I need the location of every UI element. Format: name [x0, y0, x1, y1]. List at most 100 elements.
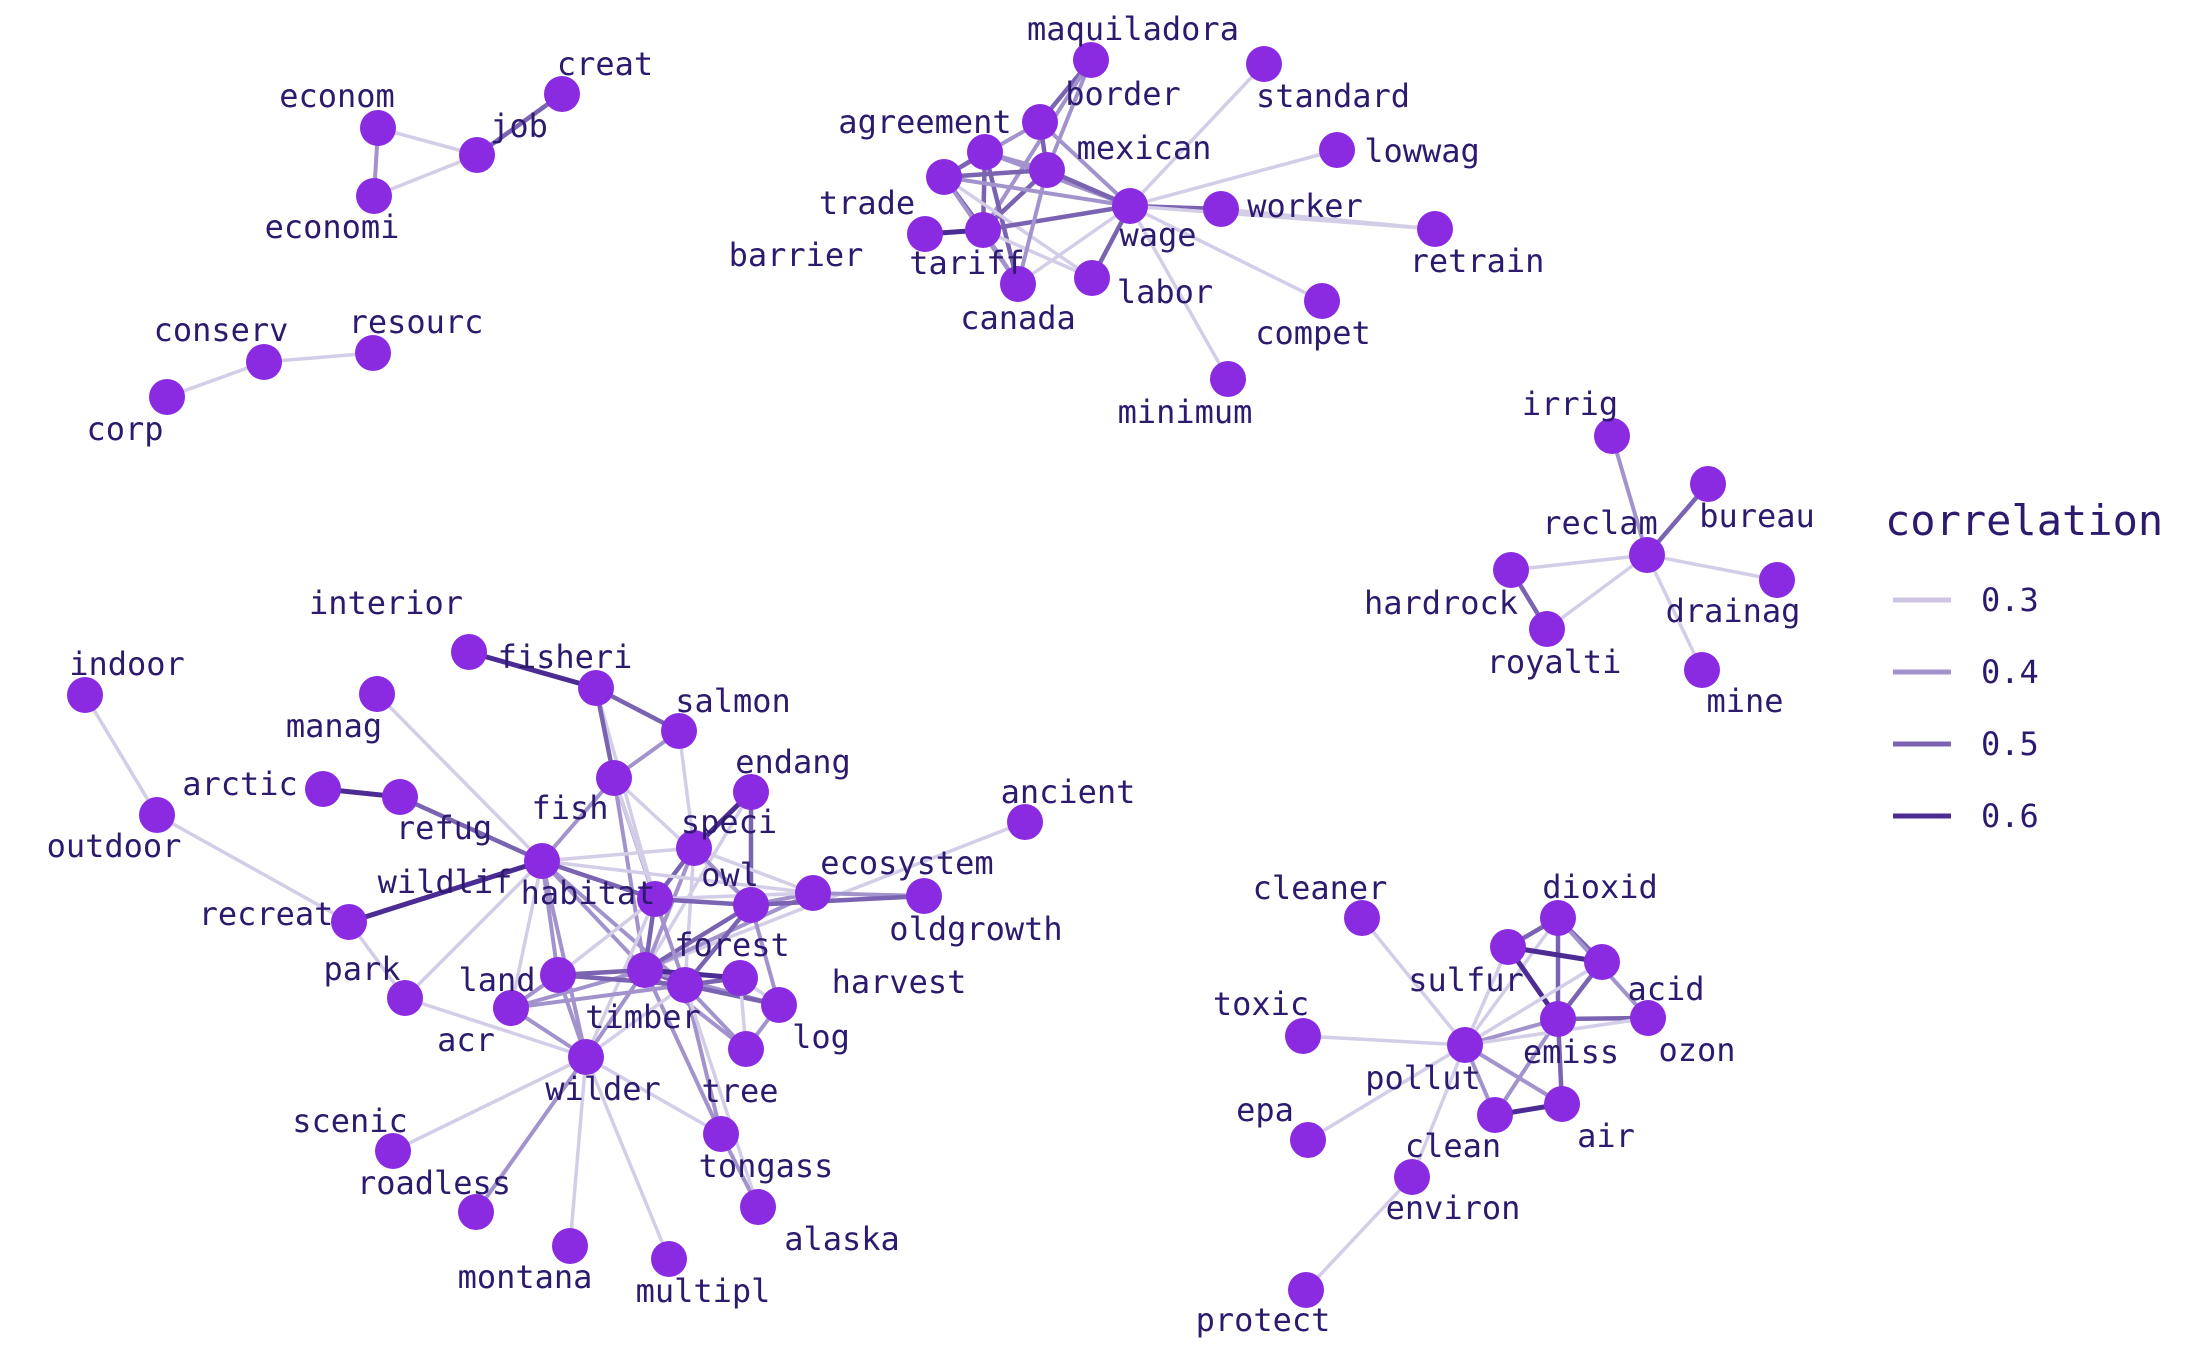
edge-wilder-scenic [391, 1055, 588, 1153]
node-label-owl: owl [701, 856, 759, 894]
node-label-royalti: royalti [1487, 643, 1622, 681]
node-trade [926, 159, 962, 195]
node-mexican [1029, 152, 1065, 188]
node-forest [627, 952, 663, 988]
node-cleaner [1344, 900, 1380, 936]
node-label-air: air [1577, 1117, 1635, 1155]
node-label-recreat: recreat [199, 895, 334, 933]
node-royalti [1529, 611, 1565, 647]
node-tariff [965, 212, 1001, 248]
node-label-epa: epa [1236, 1091, 1294, 1129]
edge-cleaner-pollut [1360, 916, 1467, 1047]
edge-maquiladora-mexican [1045, 58, 1093, 172]
edge-recreat-wildlif [346, 858, 545, 925]
edge-dioxid-pollut [1463, 916, 1560, 1047]
node-label-tongass: tongass [699, 1147, 834, 1185]
node-scenic [375, 1133, 411, 1169]
node-label-conserv: conserv [154, 311, 289, 349]
edge-fish-wildlif [540, 776, 616, 863]
node-label-border: border [1065, 75, 1181, 113]
node-corp [149, 379, 185, 415]
node-alaska [740, 1189, 776, 1225]
node-salmon [661, 713, 697, 749]
edge-timber-wilder [584, 983, 687, 1059]
node-owl [733, 887, 769, 923]
edge-emiss-clean [1493, 1017, 1560, 1117]
node-label-park: park [323, 950, 400, 988]
node-clean [1477, 1097, 1513, 1133]
edge-tariff-labor [981, 228, 1094, 280]
edge-wildlif-manag [375, 692, 544, 863]
edge-border-wage [1038, 120, 1132, 208]
node-layer [67, 42, 1795, 1308]
node-interior [451, 634, 487, 670]
edge-reclam-hardrock [1509, 553, 1649, 572]
node-label-barrier: barrier [729, 236, 864, 274]
node-label-economi: economi [265, 208, 400, 246]
node-tongass [703, 1116, 739, 1152]
edge-wilder-tongass [584, 1055, 723, 1136]
edge-wilder-park [403, 996, 588, 1059]
node-lowwag [1319, 132, 1355, 168]
node-manag [359, 676, 395, 712]
node-label-habitat: habitat [521, 874, 656, 912]
node-label-acr: acr [437, 1021, 495, 1059]
edge-ancient-forest [643, 820, 1027, 972]
edge-timber-land [555, 972, 688, 988]
edge-outdoor-recreat [155, 813, 351, 924]
node-label-labor: labor [1117, 273, 1213, 311]
node-minimum [1210, 361, 1246, 397]
node-label-mexican: mexican [1077, 129, 1212, 167]
node-dioxid [1540, 900, 1576, 936]
legend: correlation 0.3 0.4 0.5 0.6 [1885, 496, 2163, 835]
node-wildlif [524, 843, 560, 879]
node-label-maquiladora: maquiladora [1027, 10, 1239, 48]
edge-salmon-speci [677, 729, 696, 850]
node-label-canada: canada [960, 299, 1076, 337]
edge-wage-tariff [980, 203, 1133, 233]
edge-irrig-reclam [1610, 434, 1649, 557]
node-outdoor [139, 797, 175, 833]
legend-label: 0.6 [1981, 797, 2039, 835]
node-label-environ: environ [1386, 1189, 1521, 1227]
node-ozon [1630, 1000, 1666, 1036]
node-label-bureau: bureau [1699, 497, 1815, 535]
edge-ecosystem-habitat [653, 891, 815, 901]
node-park [387, 980, 423, 1016]
node-wage [1112, 188, 1148, 224]
node-barrier [907, 216, 943, 252]
node-drainag [1759, 562, 1795, 598]
node-habitat [637, 881, 673, 917]
node-reclam [1629, 537, 1665, 573]
edge-standard-wage [1128, 62, 1266, 208]
node-label-sulfur: sulfur [1408, 961, 1524, 999]
node-label-interior: interior [309, 584, 463, 622]
node-border [1022, 104, 1058, 140]
node-label-ancient: ancient [1001, 773, 1136, 811]
edge-maquiladora-tariff [981, 58, 1093, 232]
node-label-irrig: irrig [1522, 385, 1618, 423]
edge-wilder-montana [568, 1055, 588, 1248]
node-label-log: log [792, 1018, 850, 1056]
node-emiss [1540, 1001, 1576, 1037]
edge-wildlif-park [403, 859, 544, 1000]
edge-economi-job [372, 153, 479, 198]
edge-owl-forest [642, 902, 754, 973]
legend-label: 0.5 [1981, 725, 2039, 763]
node-label-creat: creat [557, 45, 653, 83]
node-label-speci: speci [681, 803, 777, 841]
node-label-forest: forest [674, 926, 790, 964]
node-harvest [722, 960, 758, 996]
edge-toxic-pollut [1301, 1034, 1467, 1047]
node-label-reclam: reclam [1542, 504, 1658, 542]
node-label-wage: wage [1119, 216, 1196, 254]
node-econom [360, 110, 396, 146]
node-acid [1584, 944, 1620, 980]
edge-owl-oldgrowth [748, 893, 927, 908]
node-label-roadless: roadless [357, 1164, 511, 1202]
node-maquiladora [1073, 42, 1109, 78]
node-refug [382, 779, 418, 815]
node-roadless [458, 1194, 494, 1230]
node-label-cleaner: cleaner [1253, 869, 1388, 907]
node-label-endang: endang [735, 743, 851, 781]
